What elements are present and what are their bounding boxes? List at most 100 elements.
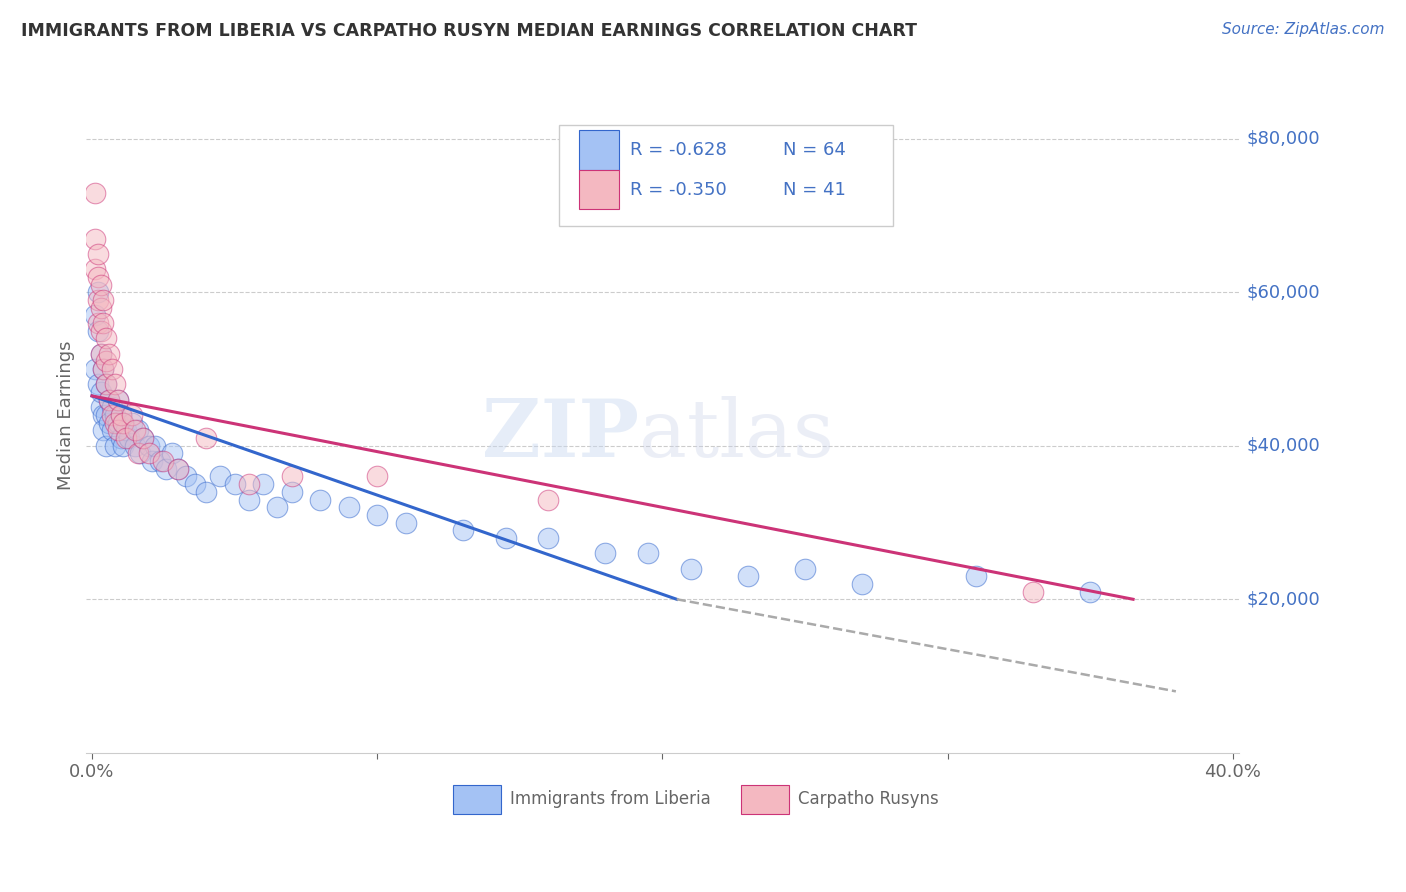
Point <box>104 416 127 430</box>
Point <box>83 262 105 277</box>
Point <box>110 431 132 445</box>
Point <box>86 285 108 300</box>
Point <box>93 408 115 422</box>
Point <box>86 293 108 307</box>
Point <box>86 247 108 261</box>
Point <box>93 362 115 376</box>
Point <box>127 446 149 460</box>
FancyBboxPatch shape <box>579 130 619 170</box>
Point <box>110 408 132 422</box>
Point <box>101 408 124 422</box>
Point <box>112 416 135 430</box>
Point <box>90 385 112 400</box>
Point <box>195 431 218 445</box>
Point <box>138 439 160 453</box>
Point <box>238 492 260 507</box>
Text: Source: ZipAtlas.com: Source: ZipAtlas.com <box>1222 22 1385 37</box>
FancyBboxPatch shape <box>579 169 619 210</box>
Text: N = 41: N = 41 <box>783 180 846 199</box>
Point <box>83 309 105 323</box>
Point <box>83 186 105 200</box>
Point <box>96 408 118 422</box>
Point <box>129 446 152 460</box>
Point <box>101 401 124 415</box>
Point <box>132 431 155 445</box>
Point <box>107 392 129 407</box>
Point <box>86 324 108 338</box>
FancyBboxPatch shape <box>741 785 789 814</box>
Point <box>395 516 418 530</box>
Point <box>124 424 146 438</box>
Point <box>112 416 135 430</box>
Point <box>115 424 138 438</box>
Point <box>238 477 260 491</box>
Point <box>90 324 112 338</box>
Point <box>98 392 121 407</box>
Point <box>132 431 155 445</box>
Point <box>98 392 121 407</box>
Point <box>83 362 105 376</box>
Point <box>595 546 617 560</box>
Point <box>98 347 121 361</box>
Point <box>93 316 115 330</box>
Point <box>195 484 218 499</box>
Point <box>93 362 115 376</box>
Text: R = -0.628: R = -0.628 <box>630 141 727 160</box>
Point <box>166 462 188 476</box>
Point <box>104 408 127 422</box>
Text: ZIP: ZIP <box>482 396 640 475</box>
Point <box>209 469 232 483</box>
Text: $60,000: $60,000 <box>1247 284 1320 301</box>
Point <box>93 424 115 438</box>
Point <box>121 408 143 422</box>
Text: N = 64: N = 64 <box>783 141 846 160</box>
Point <box>183 477 205 491</box>
Point <box>110 408 132 422</box>
Point <box>127 424 149 438</box>
Point <box>90 301 112 315</box>
Point <box>90 347 112 361</box>
Point <box>86 269 108 284</box>
Point <box>138 446 160 460</box>
Point <box>166 462 188 476</box>
Point <box>86 377 108 392</box>
Text: $20,000: $20,000 <box>1247 591 1320 608</box>
Point <box>96 377 118 392</box>
Point <box>737 569 759 583</box>
Point <box>112 439 135 453</box>
Point <box>96 331 118 345</box>
Point <box>309 492 332 507</box>
Text: R = -0.350: R = -0.350 <box>630 180 727 199</box>
Point <box>121 416 143 430</box>
Text: Immigrants from Liberia: Immigrants from Liberia <box>510 790 711 808</box>
Point <box>96 439 118 453</box>
Point <box>90 401 112 415</box>
Point <box>104 377 127 392</box>
Point <box>141 454 163 468</box>
Text: $80,000: $80,000 <box>1247 130 1320 148</box>
Point <box>366 469 388 483</box>
Point <box>174 469 197 483</box>
Text: Carpatho Rusyns: Carpatho Rusyns <box>799 790 939 808</box>
Point <box>149 454 172 468</box>
Point <box>160 446 183 460</box>
Point <box>101 362 124 376</box>
Point <box>794 561 817 575</box>
Point <box>1022 584 1045 599</box>
FancyBboxPatch shape <box>558 125 893 226</box>
Point <box>107 416 129 430</box>
Point <box>252 477 274 491</box>
Text: atlas: atlas <box>640 396 835 475</box>
Point <box>1078 584 1101 599</box>
Point <box>679 561 702 575</box>
Point <box>537 492 560 507</box>
Point <box>451 523 474 537</box>
Point <box>224 477 246 491</box>
Point <box>83 231 105 245</box>
Point <box>101 424 124 438</box>
Point <box>366 508 388 522</box>
Point <box>280 469 302 483</box>
Point <box>104 439 127 453</box>
Point <box>118 431 141 445</box>
Point <box>495 531 517 545</box>
